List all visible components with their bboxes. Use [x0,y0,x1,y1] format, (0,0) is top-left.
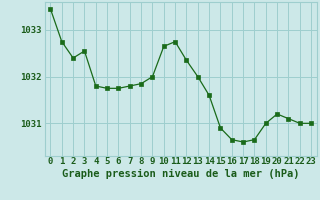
X-axis label: Graphe pression niveau de la mer (hPa): Graphe pression niveau de la mer (hPa) [62,169,300,179]
